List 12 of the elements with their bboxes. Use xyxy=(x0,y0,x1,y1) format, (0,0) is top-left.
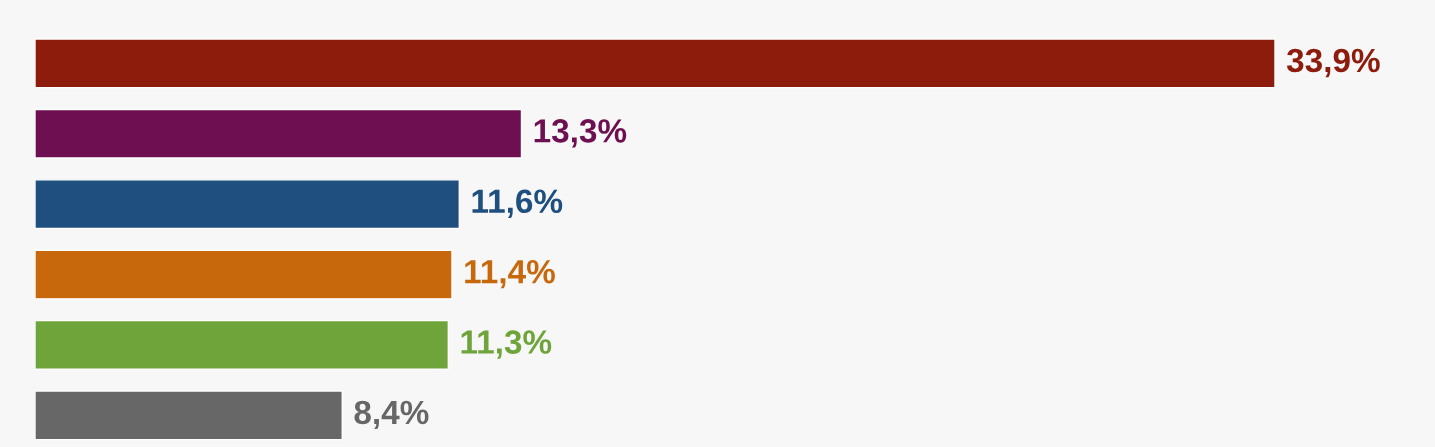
bar xyxy=(35,38,1276,89)
data-label: 11,3% xyxy=(461,330,552,359)
data-label: 33,9% xyxy=(1286,48,1380,78)
bar xyxy=(35,390,343,441)
bar xyxy=(35,319,450,370)
bar xyxy=(35,179,461,230)
data-label: 13,3% xyxy=(534,119,627,148)
data-label: 11,4% xyxy=(465,259,555,289)
data-label: 8,4% xyxy=(354,400,429,430)
bar xyxy=(35,108,523,159)
data-label: 11,6% xyxy=(472,189,563,218)
bar xyxy=(35,249,453,300)
